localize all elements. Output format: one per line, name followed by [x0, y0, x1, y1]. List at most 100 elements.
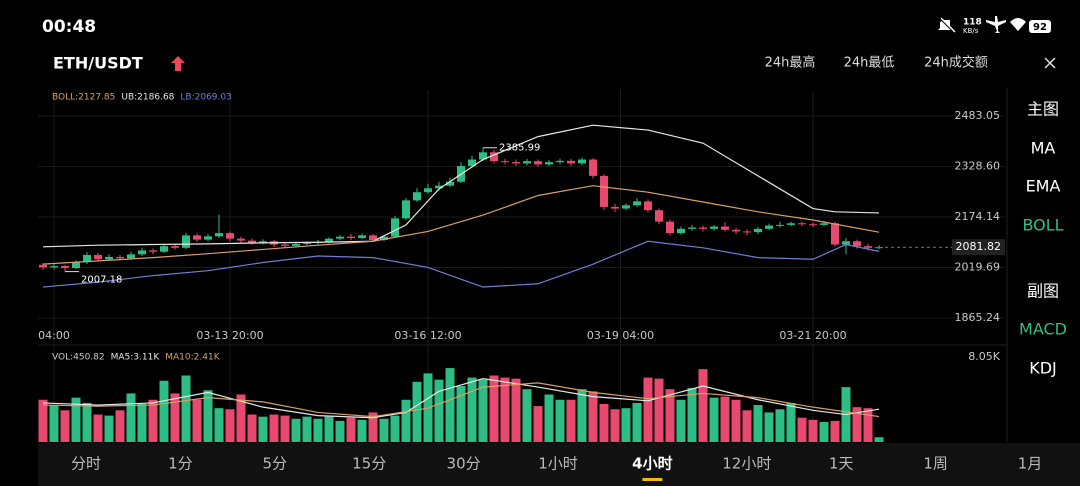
candle-body	[468, 159, 476, 167]
close-button[interactable]	[1044, 57, 1056, 69]
candle-body	[864, 246, 872, 248]
volume-bar	[203, 390, 213, 442]
interval-tab[interactable]: 5分	[263, 455, 288, 473]
candle-body	[787, 223, 795, 225]
volume-bar	[852, 407, 862, 442]
interval-tab[interactable]: 分时	[71, 455, 101, 473]
volume-bar	[775, 409, 785, 442]
volume-bar	[434, 379, 444, 442]
volume-bar	[324, 416, 334, 442]
candle-body	[710, 226, 718, 229]
volume-bar	[709, 397, 719, 442]
volume-bar	[500, 377, 510, 442]
volume-bar	[401, 399, 411, 442]
battery: 92	[1033, 22, 1047, 33]
interval-tab[interactable]: 30分	[447, 455, 481, 473]
volume-bar	[533, 406, 543, 442]
y-tick-label: 2019.69	[955, 261, 1001, 274]
legend-item: MA10:2.41K	[165, 353, 220, 363]
volume-bar	[313, 418, 323, 442]
indicator-option[interactable]: 副图	[1027, 282, 1059, 301]
indicator-line	[42, 240, 880, 288]
indicator-option[interactable]: MACD	[1019, 320, 1067, 339]
candle-body	[446, 181, 454, 186]
indicator-option[interactable]: MA	[1031, 139, 1056, 158]
candle-body	[347, 236, 355, 238]
volume-bar	[280, 415, 290, 442]
volume-bar	[489, 375, 499, 442]
volume-bar	[764, 412, 774, 442]
indicator-line	[42, 124, 880, 248]
volume-bar	[49, 405, 59, 442]
candle-body	[182, 235, 190, 248]
indicator-option[interactable]: 主图	[1027, 100, 1059, 119]
candle-body	[600, 175, 608, 207]
min-label: 2007.18	[81, 275, 122, 286]
candle-body	[666, 221, 674, 234]
candle-body	[39, 264, 47, 268]
volume-bar	[71, 397, 81, 442]
stat-label[interactable]: 24h最低	[844, 56, 895, 71]
volume-bar	[357, 419, 367, 442]
last-price-box	[952, 239, 1005, 256]
volume-bar	[93, 414, 103, 442]
volume-bar	[599, 403, 609, 442]
x-tick-label: 03-19 04:00	[587, 329, 654, 342]
volume-bar	[247, 414, 257, 442]
indicator-option[interactable]: BOLL	[1022, 216, 1063, 235]
stat-label[interactable]: 24h成交额	[924, 55, 988, 71]
interval-tab[interactable]: 1月	[1018, 455, 1043, 473]
candle-body	[248, 240, 256, 243]
candle-body	[743, 231, 751, 233]
candle-body	[776, 224, 784, 226]
interval-tab[interactable]: 1分	[168, 455, 193, 473]
up-arrow	[171, 56, 185, 71]
volume-bar	[478, 379, 488, 442]
candle-body	[611, 206, 619, 209]
volume-bar	[126, 393, 136, 442]
candle-body	[688, 227, 696, 229]
stat-label[interactable]: 24h最高	[765, 55, 816, 71]
candle-body	[589, 159, 597, 176]
volume-bar	[808, 419, 818, 442]
interval-tab[interactable]: 1小时	[538, 455, 578, 473]
indicator-option[interactable]: EMA	[1026, 177, 1061, 196]
volume-bar	[38, 399, 48, 442]
clock: 00:48	[42, 17, 96, 37]
candle-body	[699, 227, 707, 229]
candle-body	[380, 236, 388, 240]
volume-bar	[115, 410, 125, 442]
indicator-option[interactable]: KDJ	[1029, 359, 1057, 378]
indicator-line	[42, 185, 880, 265]
candle-body	[72, 262, 80, 269]
candle-body	[567, 160, 575, 164]
interval-tab[interactable]: 1天	[829, 455, 854, 473]
volume-bar	[236, 394, 246, 442]
candle-body	[204, 236, 212, 240]
volume-bar	[577, 389, 587, 442]
volume-bar	[621, 408, 631, 442]
interval-tab[interactable]: 12小时	[722, 455, 771, 473]
volume-bar	[467, 377, 477, 442]
candle-body	[413, 192, 421, 201]
last-price: 2081.82	[956, 240, 1002, 253]
candle-body	[479, 152, 487, 160]
volume-bar	[522, 389, 532, 442]
candle-body	[534, 161, 542, 165]
max-label: 2385.99	[499, 143, 540, 154]
volume-bar	[412, 381, 422, 442]
candle-body	[875, 247, 883, 249]
candle-body	[677, 228, 685, 234]
interval-tab[interactable]: 15分	[352, 455, 386, 473]
interval-tab[interactable]: 1周	[923, 455, 948, 473]
volume-bar	[819, 421, 829, 442]
volume-bar	[742, 410, 752, 442]
volume-bar	[258, 416, 268, 442]
interval-tab[interactable]: 4小时	[632, 455, 672, 473]
candle-body	[853, 241, 861, 247]
candle-body	[754, 228, 762, 233]
x-tick-label: 03-16 12:00	[394, 329, 461, 342]
candle-body	[578, 159, 586, 164]
volume-bar	[192, 399, 202, 442]
